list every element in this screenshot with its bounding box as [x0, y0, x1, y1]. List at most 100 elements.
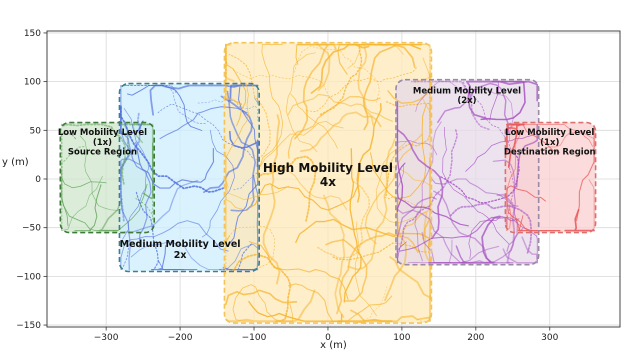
- trajectory-line: [332, 242, 430, 261]
- trajectory-line: [362, 44, 416, 131]
- trajectory-line: [489, 81, 527, 121]
- y-tick-label: 100: [24, 78, 41, 88]
- trajectory-line: [229, 130, 259, 168]
- trajectory-line: [350, 309, 431, 323]
- trajectory-line: [225, 151, 289, 200]
- region-label-med1: Medium Mobility Level 2x: [120, 239, 241, 261]
- trajectory-line: [228, 53, 271, 161]
- trajectory-line: [433, 190, 514, 264]
- trajectory-line: [152, 245, 198, 271]
- trajectory-line: [410, 80, 490, 131]
- trajectory-line: [414, 43, 431, 83]
- region-label-line: Low Mobility Level: [505, 128, 594, 138]
- trajectory-line: [317, 180, 370, 259]
- trajectory-line: [249, 171, 360, 211]
- trajectory-line: [370, 103, 427, 199]
- trajectory-line: [310, 43, 370, 94]
- trajectory-line: [515, 124, 538, 188]
- trajectory-line: [159, 106, 248, 140]
- trajectory-line: [439, 150, 520, 204]
- x-tick-label: −200: [168, 333, 193, 343]
- trajectory-line: [60, 123, 127, 172]
- x-tick-label: 100: [393, 333, 410, 343]
- region-label-line: 2x: [174, 250, 187, 261]
- trajectory-line: [79, 135, 123, 211]
- x-tick-label: −300: [94, 333, 119, 343]
- trajectory-line: [120, 220, 229, 271]
- trajectory-line: [256, 155, 317, 222]
- trajectory-line: [397, 129, 444, 240]
- trajectory-line: [323, 194, 346, 318]
- region-label-dst: Low Mobility Level (1x) Destination Region: [504, 128, 596, 158]
- trajectory-line: [336, 232, 419, 315]
- tracks-med2: [396, 80, 539, 264]
- trajectory-line: [428, 220, 432, 301]
- y-tick-label: −150: [16, 321, 41, 331]
- trajectory-line: [226, 90, 256, 212]
- tracks-dst: [505, 123, 595, 232]
- trajectory-line: [396, 208, 524, 264]
- trajectory-line: [564, 208, 595, 232]
- region-label-line: Destination Region: [504, 148, 596, 158]
- trajectory-line: [74, 184, 102, 232]
- tracks-high: [224, 42, 432, 325]
- trajectory-line: [462, 81, 515, 225]
- trajectory-line: [271, 164, 348, 211]
- x-tick-label: −100: [242, 333, 267, 343]
- trajectory-line: [515, 218, 561, 232]
- y-tick-label: 50: [30, 126, 42, 136]
- trajectory-line: [319, 43, 366, 116]
- trajectory-line: [347, 44, 404, 69]
- region-label-line: High Mobility Level: [263, 161, 393, 175]
- tracks-med1: [119, 84, 259, 271]
- trajectory-line: [225, 44, 247, 127]
- trajectory-line: [588, 179, 595, 232]
- trajectory-line: [142, 142, 154, 200]
- y-axis-label: y (m): [2, 157, 29, 168]
- trajectory-line: [135, 141, 215, 189]
- trajectory-line: [295, 44, 391, 65]
- trajectory-line: [385, 73, 431, 197]
- trajectory-line: [364, 133, 423, 245]
- trajectory-line: [248, 300, 343, 322]
- trajectory-line: [331, 286, 388, 322]
- trajectory-line: [61, 171, 107, 227]
- regions-layer: [59, 41, 597, 325]
- trajectory-line: [119, 112, 142, 222]
- trajectory-line: [542, 131, 595, 165]
- trajectory-line: [428, 245, 467, 264]
- y-tick-label: 150: [24, 29, 41, 39]
- trajectory-line: [257, 44, 284, 178]
- trajectory-line: [218, 243, 252, 271]
- trajectory-line: [122, 108, 149, 240]
- x-axis-label: x (m): [320, 340, 347, 351]
- trajectory-line: [399, 216, 520, 252]
- trajectory-line: [197, 98, 259, 121]
- region-label-line: Medium Mobility Level: [120, 239, 241, 250]
- region-label-line: (1x): [540, 138, 559, 148]
- trajectory-line: [127, 85, 203, 131]
- trajectory-line: [396, 129, 458, 253]
- trajectory-line: [397, 241, 407, 264]
- y-tick-label: −50: [22, 224, 41, 234]
- trajectory-line: [294, 45, 380, 103]
- trajectory-line: [120, 85, 206, 125]
- trajectory-line: [120, 130, 152, 248]
- trajectory-line: [414, 121, 442, 262]
- trajectory-line: [120, 104, 225, 193]
- region-label-line: (1x): [93, 138, 112, 148]
- trajectory-line: [246, 85, 259, 105]
- trajectory-line: [248, 240, 349, 301]
- x-tick-label: 0: [325, 333, 331, 343]
- region-border-src: [59, 121, 156, 234]
- trajectory-line: [225, 226, 276, 275]
- trajectory-line: [375, 141, 427, 224]
- trajectory-line: [257, 121, 344, 182]
- trajectory-line: [201, 129, 235, 238]
- trajectory-line: [415, 81, 514, 141]
- trajectory-line: [496, 193, 516, 264]
- trajectory-line: [437, 82, 510, 134]
- trajectory-line: [225, 206, 231, 248]
- trajectory-line: [232, 253, 292, 323]
